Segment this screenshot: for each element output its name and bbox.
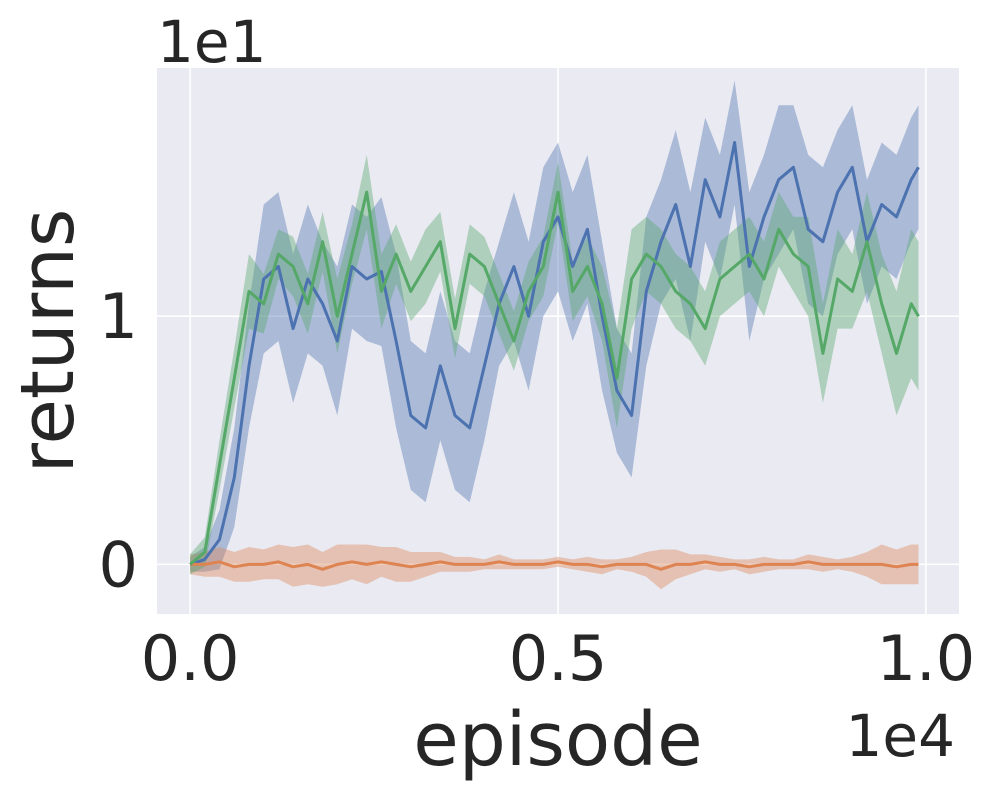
y-tick-label: 0 [99,528,138,601]
y-tick-labels: 01 [99,280,138,601]
confidence-bands [190,80,919,590]
series-2-line [190,560,919,571]
y-offset-label: 1e1 [157,8,267,76]
y-axis-label: returns [5,209,91,474]
series-lines [189,141,920,571]
x-tick-label: 0.5 [509,622,608,695]
x-tick-label: 0.0 [141,622,240,695]
series-3-band [190,154,919,575]
series-2-band [190,544,919,590]
x-tick-label: 1.0 [877,622,976,695]
x-tick-labels: 0.0 0.5 1.0 [141,622,975,695]
series-1-band [190,80,919,572]
grid-lines [157,68,959,614]
x-axis-label: episode [413,697,702,783]
series-3-line [189,190,920,566]
y-tick-label: 1 [99,280,138,353]
x-offset-label: 1e4 [846,702,956,770]
